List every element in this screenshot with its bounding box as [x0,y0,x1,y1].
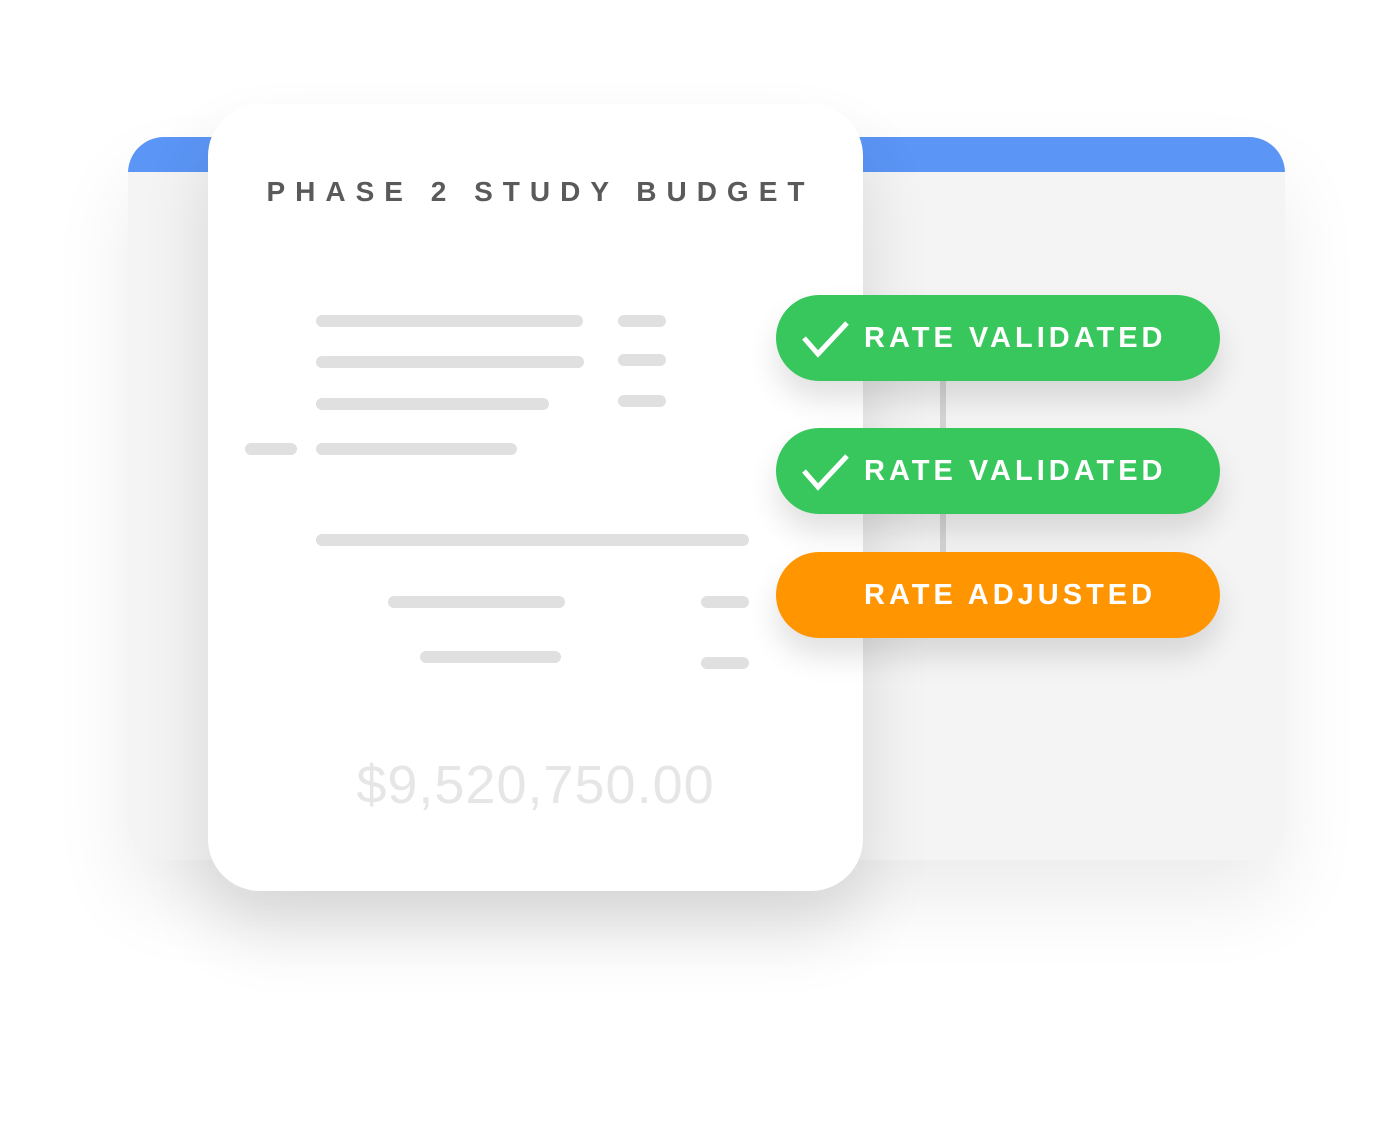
placeholder-line [316,315,583,327]
placeholder-line [388,596,565,608]
placeholder-line [618,354,666,366]
placeholder-line [316,356,584,368]
placeholder-line [701,657,749,669]
rate-validated-badge: RATE VALIDATED [776,295,1220,381]
badge-label: RATE VALIDATED [864,322,1167,354]
check-icon [802,454,849,491]
check-icon [802,321,849,358]
placeholder-line [618,395,666,407]
budget-total: $9,520,750.00 [356,755,715,815]
card-title: PHASE 2 STUDY BUDGET [266,176,815,207]
connector-line [940,380,946,430]
badge-label: RATE ADJUSTED [864,579,1157,611]
badge-label: RATE VALIDATED [864,455,1167,487]
placeholder-line [420,651,561,663]
placeholder-line [316,398,549,410]
rate-adjusted-badge: RATE ADJUSTED [776,552,1220,638]
placeholder-line [618,315,666,327]
budget-card: PHASE 2 STUDY BUDGET $9,520,750.00 [208,104,863,891]
placeholder-line [316,443,517,455]
rate-validated-badge: RATE VALIDATED [776,428,1220,514]
placeholder-line [245,443,297,455]
connector-line [940,513,946,555]
placeholder-line [701,596,749,608]
placeholder-line [316,534,749,546]
